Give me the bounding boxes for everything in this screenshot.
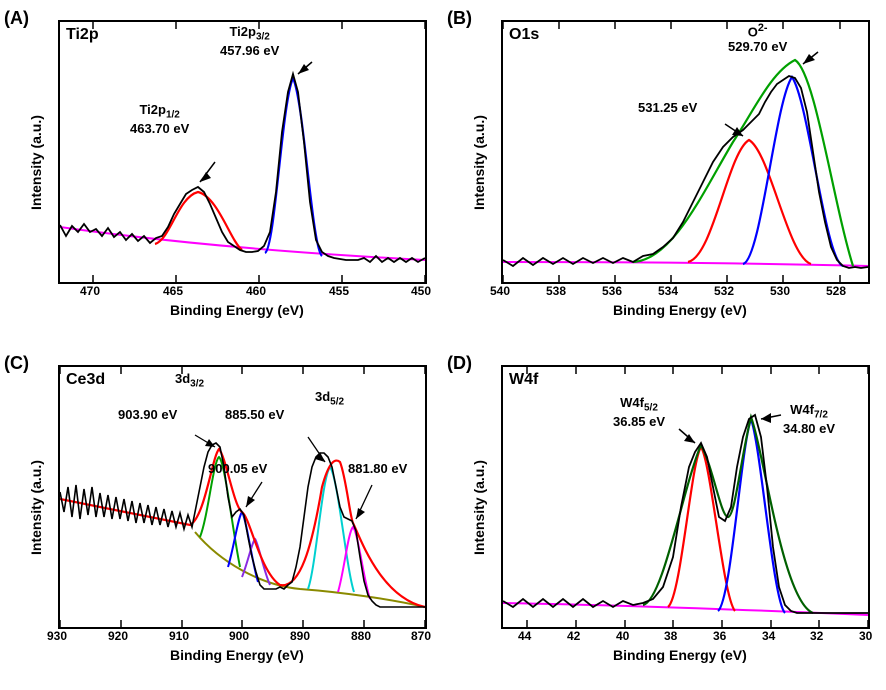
panel-c-group-3d32: 3d3/2 xyxy=(175,371,204,390)
b-xtick-530: 530 xyxy=(770,284,790,298)
panel-b-annot-53125: 531.25 eV xyxy=(638,100,697,115)
d-xlabel: Binding Energy (eV) xyxy=(613,647,747,663)
a-ylabel: Intensity (a.u.) xyxy=(28,115,44,210)
d-xtick-32: 32 xyxy=(810,629,823,643)
a-xtick-455: 455 xyxy=(329,284,349,298)
panel-b-label: (B) xyxy=(447,8,472,29)
panel-d-annot-w4f72: W4f7/234.80 eV xyxy=(783,402,835,436)
c-xtick-870: 870 xyxy=(411,629,431,643)
a-xtick-465: 465 xyxy=(163,284,183,298)
panel-c-title: Ce3d xyxy=(66,371,105,389)
panel-a-annot-ti2p32: Ti2p3/2457.96 eV xyxy=(220,24,279,58)
a-xlabel: Binding Energy (eV) xyxy=(170,302,304,318)
b-ylabel: Intensity (a.u.) xyxy=(471,115,487,210)
panel-b-annot-o2minus: O2-529.70 eV xyxy=(728,22,787,54)
panel-b-plot: O1s xyxy=(501,20,870,284)
c-ylabel: Intensity (a.u.) xyxy=(28,460,44,555)
panel-d-annot-w4f52: W4f5/236.85 eV xyxy=(613,395,665,429)
d-xtick-38: 38 xyxy=(664,629,677,643)
panel-a: (A) Ti2p xyxy=(0,0,443,345)
b-xtick-528: 528 xyxy=(826,284,846,298)
panel-a-title: Ti2p xyxy=(66,26,99,44)
panel-c-a-90390: 903.90 eV xyxy=(118,407,177,422)
a-xtick-450: 450 xyxy=(411,284,431,298)
a-xtick-470: 470 xyxy=(80,284,100,298)
panel-b: (B) O1s xyxy=(443,0,886,345)
panel-b-svg xyxy=(503,22,868,282)
d-xtick-36: 36 xyxy=(713,629,726,643)
d-xtick-30: 30 xyxy=(859,629,872,643)
c-xtick-930: 930 xyxy=(47,629,67,643)
b-xtick-532: 532 xyxy=(714,284,734,298)
panel-c-group-3d52: 3d5/2 xyxy=(315,389,344,408)
d-xtick-40: 40 xyxy=(616,629,629,643)
c-xtick-920: 920 xyxy=(108,629,128,643)
panel-d-label: (D) xyxy=(447,353,472,374)
c-xtick-890: 890 xyxy=(290,629,310,643)
b-xtick-534: 534 xyxy=(658,284,678,298)
panel-c-a-90005: 900.05 eV xyxy=(208,461,267,476)
b-xtick-536: 536 xyxy=(602,284,622,298)
b-xtick-538: 538 xyxy=(546,284,566,298)
panel-c-svg xyxy=(60,367,425,627)
b-xtick-540: 540 xyxy=(490,284,510,298)
c-xtick-880: 880 xyxy=(351,629,371,643)
b-xlabel: Binding Energy (eV) xyxy=(613,302,747,318)
c-xtick-910: 910 xyxy=(169,629,189,643)
c-xlabel: Binding Energy (eV) xyxy=(170,647,304,663)
panel-a-svg xyxy=(60,22,425,282)
panel-c-plot: Ce3d xyxy=(58,365,427,629)
panel-c-a-88550: 885.50 eV xyxy=(225,407,284,422)
xps-figure: (A) Ti2p xyxy=(0,0,886,690)
a-xtick-460: 460 xyxy=(246,284,266,298)
d-xtick-42: 42 xyxy=(567,629,580,643)
panel-a-plot: Ti2p xyxy=(58,20,427,284)
panel-d-title: W4f xyxy=(509,371,538,389)
panel-a-annot-ti2p12: Ti2p1/2463.70 eV xyxy=(130,102,189,136)
panel-d-plot: W4f xyxy=(501,365,870,629)
d-xtick-44: 44 xyxy=(518,629,531,643)
panel-c-a-88180: 881.80 eV xyxy=(348,461,407,476)
panel-d: (D) W4f xyxy=(443,345,886,690)
panel-b-title: O1s xyxy=(509,26,539,44)
panel-c-label: (C) xyxy=(4,353,29,374)
panel-a-label: (A) xyxy=(4,8,29,29)
panel-c: (C) Ce3d xyxy=(0,345,443,690)
d-xtick-34: 34 xyxy=(762,629,775,643)
c-xtick-900: 900 xyxy=(229,629,249,643)
d-ylabel: Intensity (a.u.) xyxy=(471,460,487,555)
